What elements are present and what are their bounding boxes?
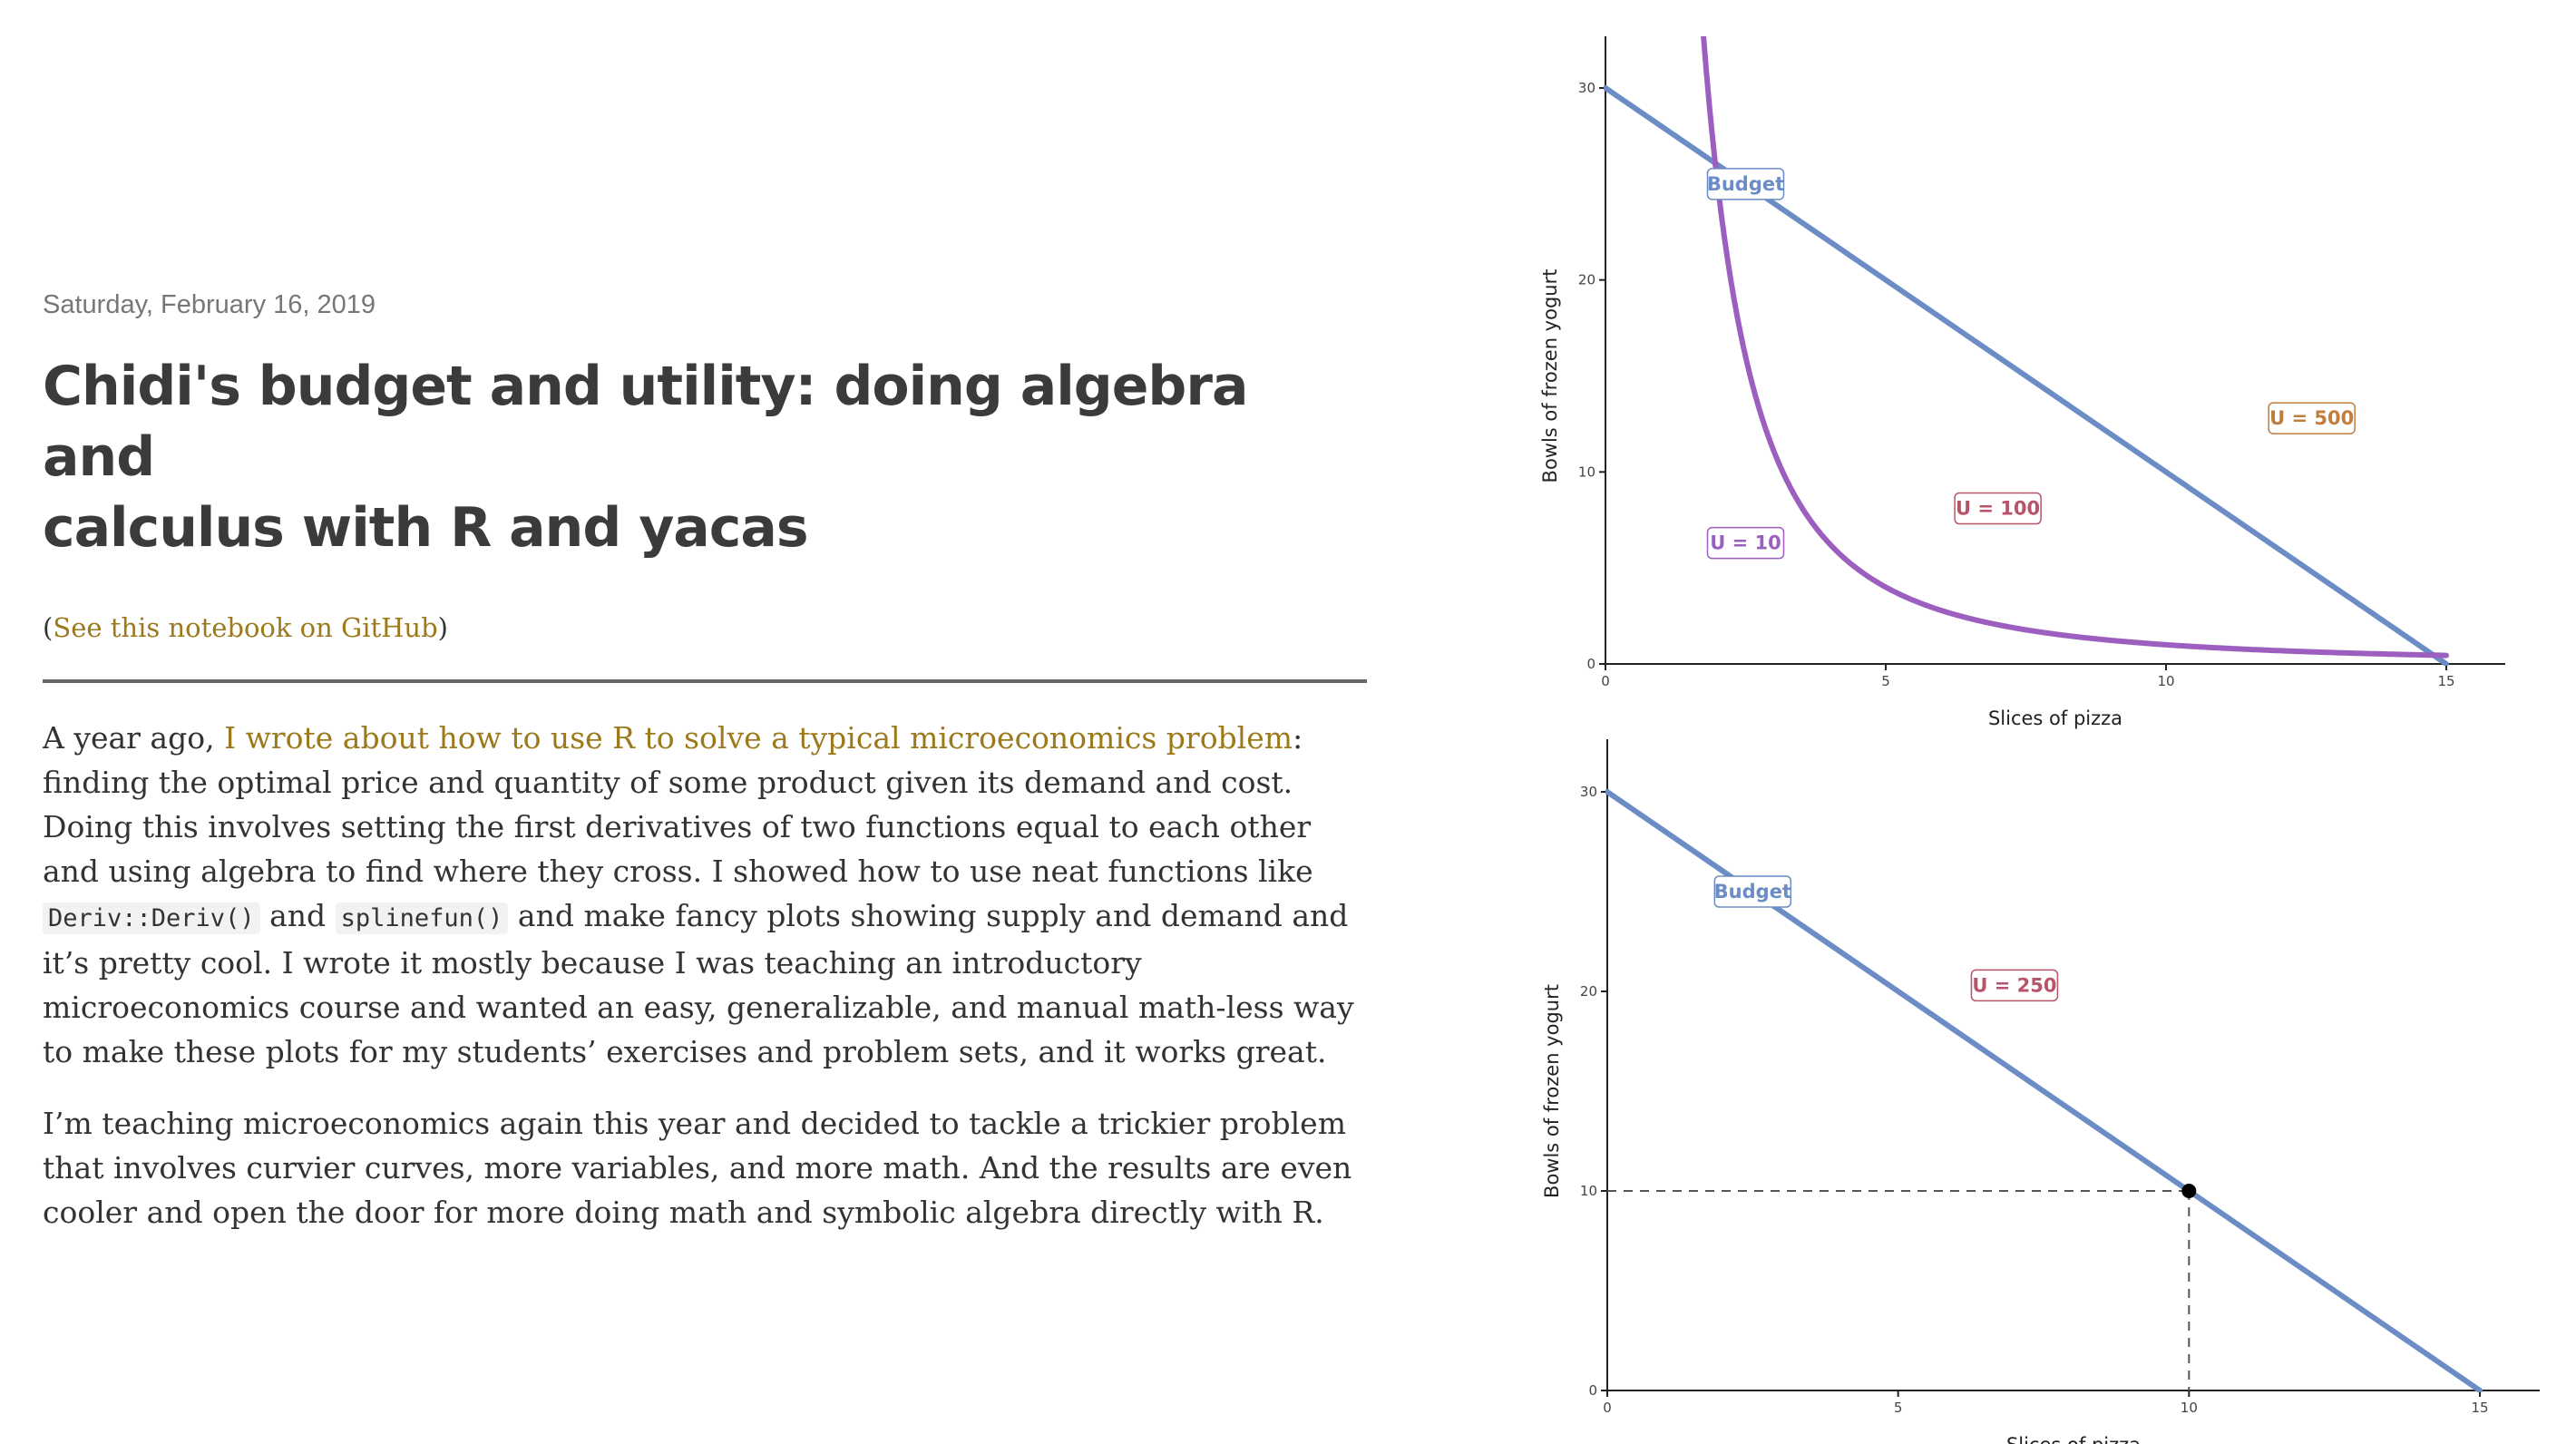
notebook-open-paren: ( [43, 612, 54, 643]
series-label-box [1970, 969, 2059, 1002]
code-splinefun: splinefun() [335, 902, 509, 934]
series-line-u-10 [1701, 36, 2449, 659]
series-label: U = 500 [2269, 407, 2354, 429]
y-tick-label: 20 [1578, 272, 1595, 288]
y-axis-title: Bowls of frozen yogurt [1539, 269, 1561, 483]
y-tick-label: 20 [1580, 983, 1597, 1000]
series-label-box [1713, 875, 1792, 908]
post-title: Chidi's budget and utility: doing algebr… [43, 351, 1367, 563]
post-date: Saturday, February 16, 2019 [43, 290, 376, 319]
blog-post: Saturday, February 16, 2019 Chidi's budg… [43, 290, 1367, 1244]
x-axis-title: Slices of pizza [1988, 707, 2122, 729]
y-tick-label: 30 [1578, 80, 1595, 96]
paragraph-2: I’m teaching microeconomics again this y… [43, 1106, 1352, 1230]
x-tick-label: 5 [1894, 1400, 1903, 1416]
series-label: Budget [1714, 881, 1791, 902]
paragraph-1: A year ago, I wrote about how to use R t… [43, 716, 1367, 1074]
p1-text-d: and make fancy plots showing supply and … [43, 898, 1354, 1069]
post-body: A year ago, I wrote about how to use R t… [43, 716, 1367, 1244]
notebook-note: (See this notebook on GitHub) [43, 612, 1367, 643]
y-tick-label: 10 [1578, 463, 1595, 480]
p1-text-a: A year ago, [43, 720, 225, 756]
series-label: U = 10 [1710, 532, 1781, 554]
x-tick-label: 15 [2437, 673, 2454, 689]
p1-text-b: : finding the optimal price and quantity… [43, 720, 1313, 889]
divider [43, 679, 1367, 683]
series-label: U = 100 [1956, 498, 2040, 520]
post-title-line2: calculus with R and yacas [43, 496, 809, 560]
code-deriv: Deriv::Deriv() [43, 902, 260, 934]
x-tick-label: 5 [1881, 673, 1890, 689]
x-tick-label: 10 [2157, 673, 2174, 689]
y-axis-title: Bowls of frozen yogurt [1541, 984, 1563, 1198]
x-tick-label: 0 [1601, 673, 1610, 689]
post-title-line1: Chidi's budget and utility: doing algebr… [43, 355, 1248, 489]
x-tick-label: 10 [2181, 1400, 2198, 1416]
y-tick-label: 0 [1586, 656, 1595, 672]
utility-curves-chart: 0 5 10 15 0 10 20 30 Slices of pizza Bowls of fro… [1539, 36, 2505, 729]
series-label: Budget [1707, 173, 1784, 195]
y-tick-label: 10 [1580, 1183, 1597, 1199]
optimum-chart: 0 5 10 15 0 10 20 30 Slices of pizza Bowls of fro… [1541, 739, 2540, 1444]
series-label: U = 250 [1972, 974, 2056, 996]
notebook-close-paren: ) [437, 612, 448, 643]
notebook-github-link[interactable]: See this notebook on GitHub [53, 612, 438, 643]
optimum-point [2181, 1184, 2197, 1198]
series-label-box [1706, 168, 1785, 200]
x-tick-label: 0 [1603, 1400, 1612, 1416]
x-axis-title: Slices of pizza [2006, 1434, 2141, 1444]
series-label-box [1706, 526, 1785, 560]
series-label-box [2268, 402, 2356, 434]
previous-post-link[interactable]: I wrote about how to use R to solve a ty… [224, 720, 1293, 756]
y-tick-label: 30 [1580, 784, 1597, 800]
x-tick-label: 15 [2471, 1400, 2488, 1416]
series-label-box [1954, 492, 2042, 525]
y-tick-label: 0 [1588, 1382, 1597, 1399]
p1-text-c: and [259, 898, 336, 933]
